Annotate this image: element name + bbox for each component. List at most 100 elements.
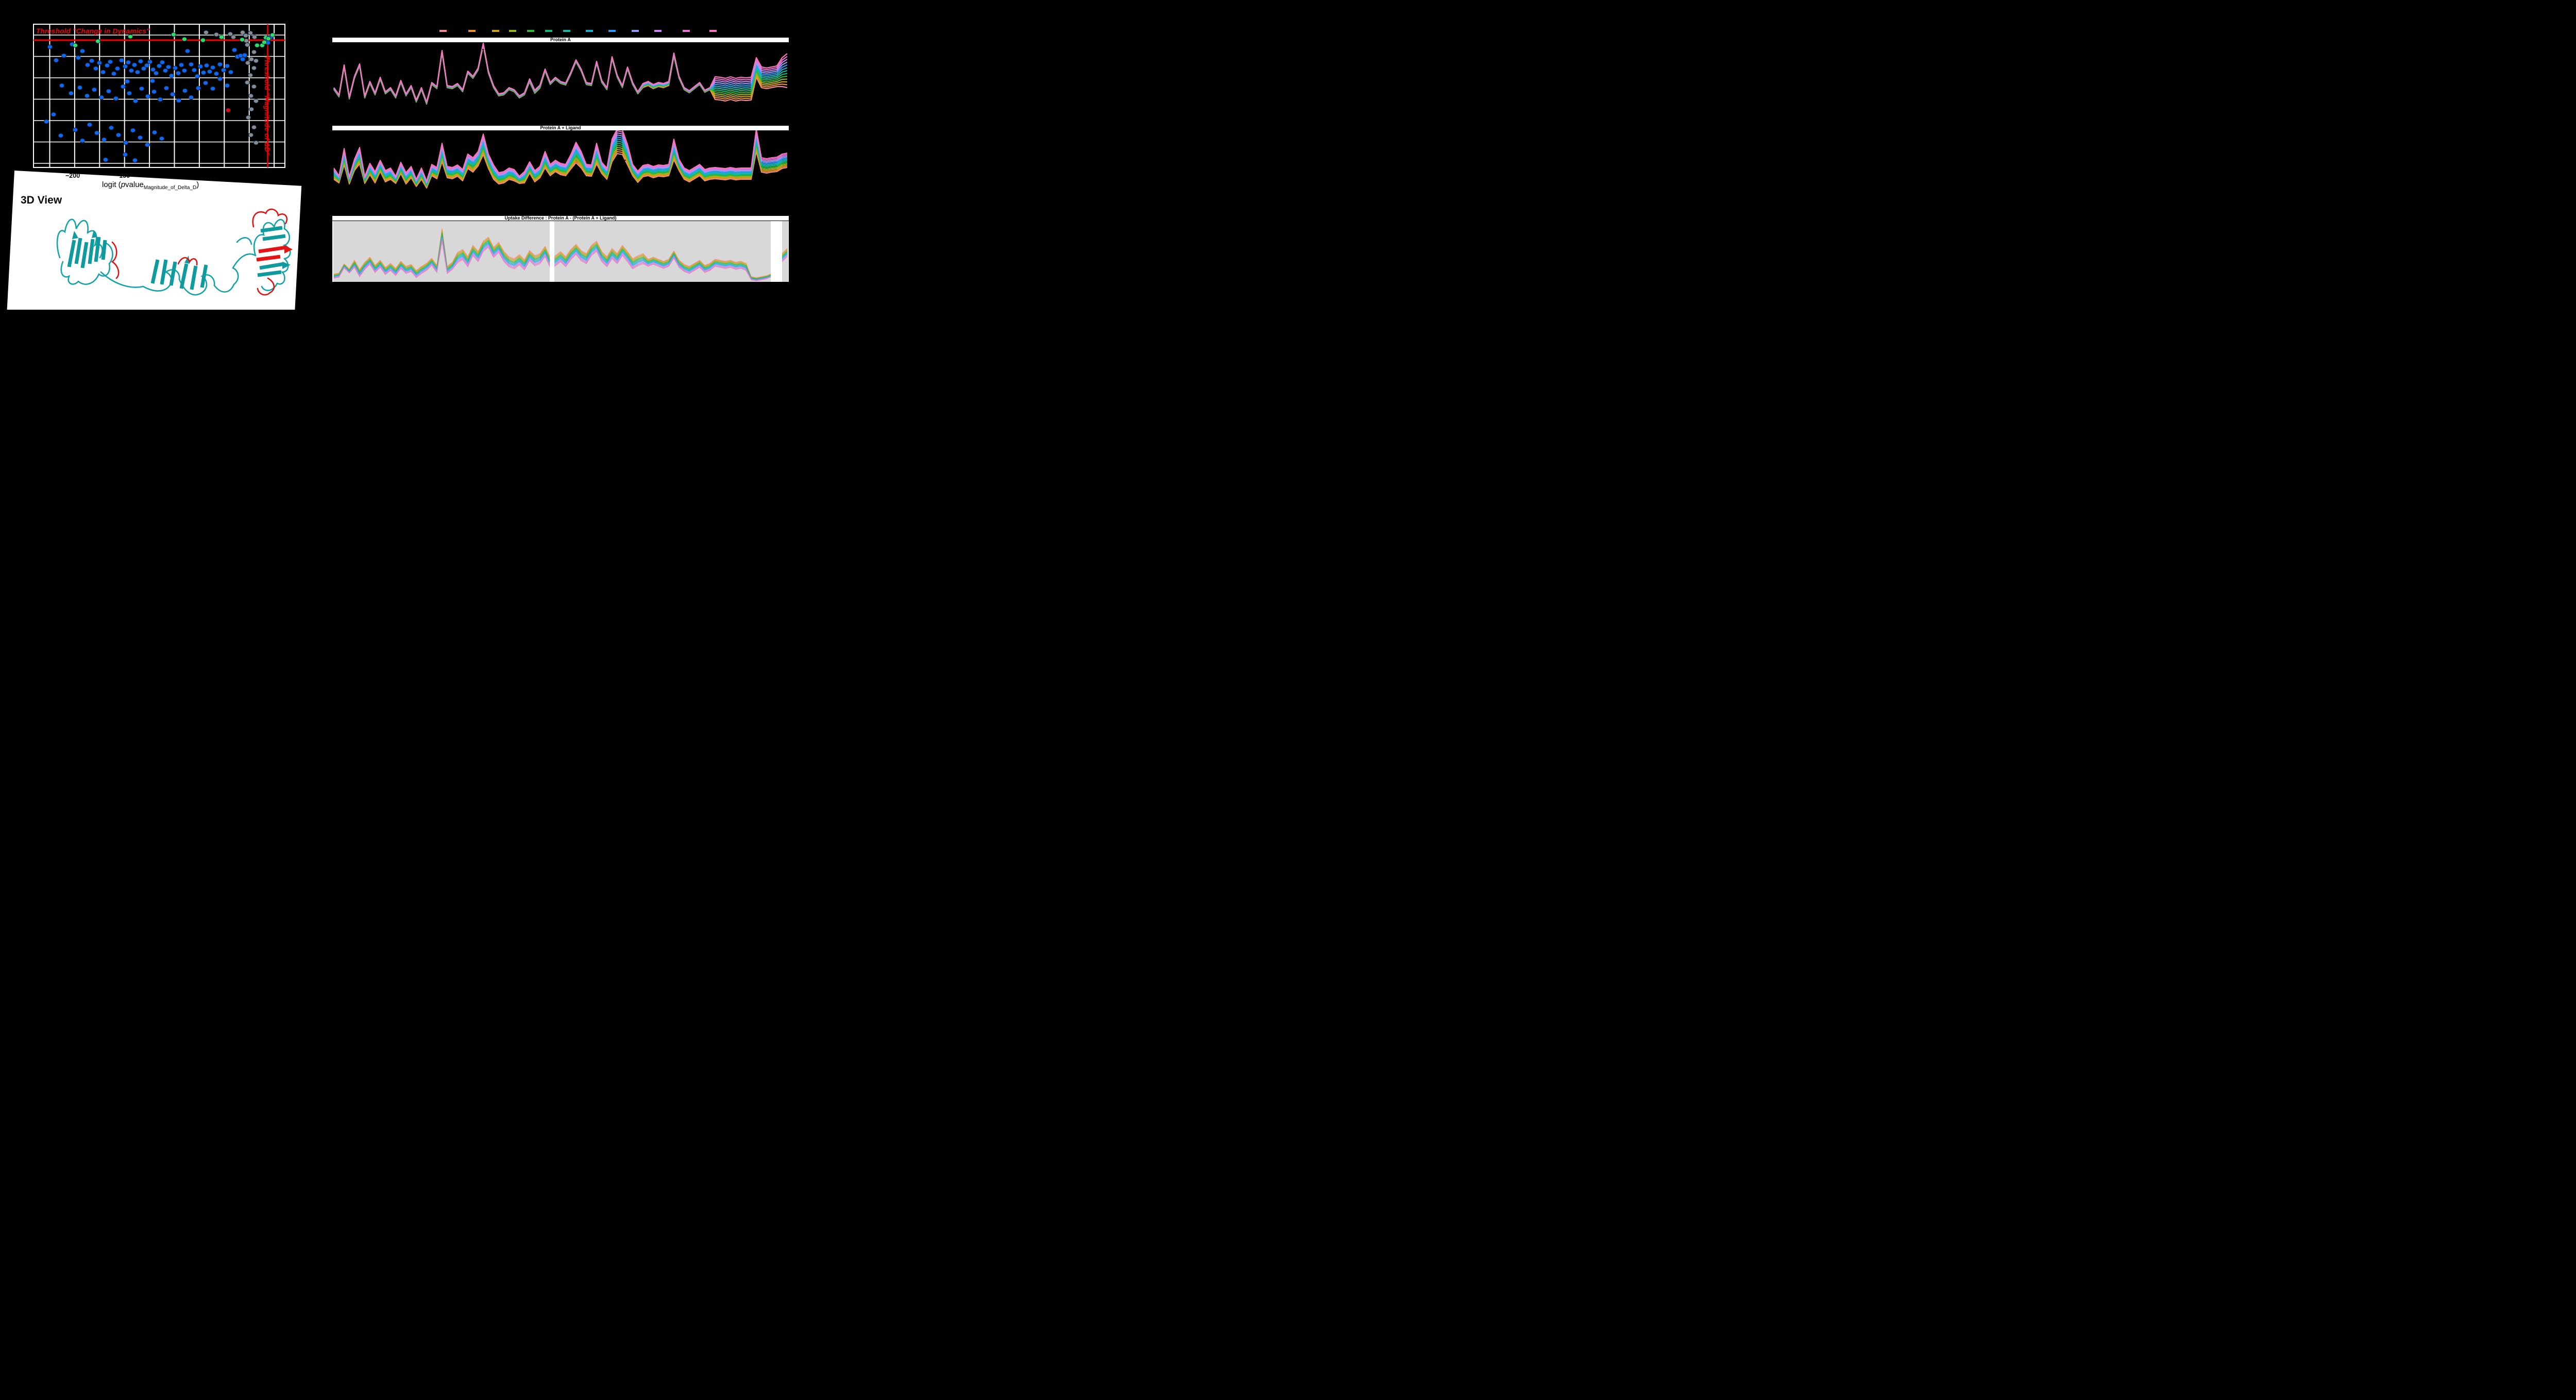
volcano-point-blue[interactable] — [122, 152, 128, 157]
volcano-point-blue[interactable] — [213, 71, 219, 76]
volcano-point-blue[interactable] — [114, 66, 121, 71]
volcano-point-blue[interactable] — [224, 63, 230, 69]
volcano-point-blue[interactable] — [43, 119, 49, 124]
volcano-point-gray[interactable] — [253, 58, 259, 63]
volcano-point-gray[interactable] — [203, 30, 209, 35]
volcano-point-blue[interactable] — [94, 130, 100, 136]
volcano-point-blue[interactable] — [107, 59, 113, 64]
volcano-point-blue[interactable] — [122, 64, 128, 69]
volcano-point-blue[interactable] — [224, 83, 230, 88]
volcano-point-blue[interactable] — [242, 53, 248, 58]
volcano-point-blue[interactable] — [163, 86, 170, 91]
volcano-point-blue[interactable] — [182, 88, 188, 93]
volcano-point-blue[interactable] — [207, 69, 213, 74]
volcano-point-gray[interactable] — [213, 32, 219, 37]
volcano-point-blue[interactable] — [118, 58, 125, 63]
volcano-point-blue[interactable] — [217, 76, 223, 81]
volcano-point-blue[interactable] — [150, 67, 156, 72]
volcano-point-blue[interactable] — [101, 137, 107, 142]
volcano-point-gray[interactable] — [245, 60, 251, 65]
volcano-point-blue[interactable] — [125, 60, 131, 65]
volcano-point-blue[interactable] — [231, 47, 238, 53]
volcano-point-blue[interactable] — [210, 86, 216, 91]
volcano-point-blue[interactable] — [194, 74, 200, 79]
volcano-point-blue[interactable] — [130, 128, 136, 133]
volcano-point-green[interactable] — [265, 36, 272, 41]
volcano-point-blue[interactable] — [104, 63, 110, 68]
volcano-point-green[interactable] — [254, 43, 260, 48]
volcano-point-gray[interactable] — [244, 42, 250, 47]
volcano-point-blue[interactable] — [123, 140, 129, 145]
volcano-point-blue[interactable] — [111, 71, 117, 76]
volcano-point-blue[interactable] — [144, 142, 150, 147]
volcano-point-green[interactable] — [269, 32, 276, 38]
volcano-point-red[interactable] — [225, 108, 231, 113]
volcano-point-blue[interactable] — [120, 84, 126, 89]
legend-swatch-3[interactable] — [492, 30, 499, 32]
volcano-point-gray[interactable] — [227, 31, 233, 37]
legend-swatch-12[interactable] — [683, 30, 690, 32]
volcano-point-blue[interactable] — [68, 91, 74, 96]
volcano-point-blue[interactable] — [170, 92, 176, 97]
legend-swatch-2[interactable] — [468, 30, 476, 32]
legend-swatch-8[interactable] — [586, 30, 593, 32]
volcano-point-blue[interactable] — [108, 125, 114, 130]
volcano-point-blue[interactable] — [202, 80, 209, 86]
volcano-point-blue[interactable] — [84, 93, 90, 98]
volcano-point-blue[interactable] — [50, 112, 57, 117]
volcano-point-blue[interactable] — [75, 55, 81, 60]
volcano-point-gray[interactable] — [248, 107, 255, 112]
volcano-point-blue[interactable] — [165, 64, 172, 70]
volcano-point-blue[interactable] — [176, 98, 182, 103]
volcano-point-blue[interactable] — [93, 66, 99, 71]
volcano-point-blue[interactable] — [138, 59, 144, 64]
volcano-point-blue[interactable] — [188, 95, 194, 100]
volcano-point-gray[interactable] — [247, 30, 253, 36]
volcano-point-gray[interactable] — [245, 115, 251, 120]
volcano-point-blue[interactable] — [79, 48, 86, 54]
volcano-point-blue[interactable] — [91, 87, 97, 92]
volcano-point-blue[interactable] — [58, 133, 64, 138]
volcano-point-blue[interactable] — [181, 68, 188, 73]
volcano-point-blue[interactable] — [204, 63, 210, 68]
volcano-point-blue[interactable] — [132, 98, 139, 104]
volcano-point-blue[interactable] — [103, 157, 109, 162]
volcano-point-blue[interactable] — [172, 65, 178, 71]
volcano-point-blue[interactable] — [61, 53, 67, 58]
volcano-point-blue[interactable] — [151, 89, 157, 94]
volcano-point-blue[interactable] — [175, 71, 181, 76]
volcano-point-blue[interactable] — [221, 68, 227, 73]
volcano-point-blue[interactable] — [184, 48, 191, 54]
volcano-point-blue[interactable] — [131, 62, 138, 68]
volcano-point-green[interactable] — [239, 37, 245, 42]
volcano-point-blue[interactable] — [132, 158, 138, 163]
volcano-point-blue[interactable] — [240, 57, 246, 62]
volcano-point-blue[interactable] — [79, 138, 86, 143]
volcano-point-gray[interactable] — [247, 73, 253, 78]
volcano-point-gray[interactable] — [244, 80, 250, 85]
volcano-point-blue[interactable] — [228, 70, 234, 75]
uptake-difference-plot[interactable] — [332, 221, 789, 282]
volcano-point-gray[interactable] — [251, 65, 257, 71]
volcano-point-blue[interactable] — [145, 94, 151, 99]
volcano-point-blue[interactable] — [151, 130, 158, 135]
legend-swatch-1[interactable] — [439, 30, 447, 32]
volcano-point-green[interactable] — [171, 32, 177, 37]
volcano-point-gray[interactable] — [230, 35, 236, 40]
volcano-point-gray[interactable] — [251, 84, 257, 89]
volcano-point-blue[interactable] — [77, 85, 83, 90]
volcano-point-blue[interactable] — [159, 136, 165, 141]
volcano-point-blue[interactable] — [188, 62, 194, 67]
volcano-point-blue[interactable] — [139, 86, 145, 91]
volcano-point-blue[interactable] — [126, 91, 132, 96]
volcano-point-blue[interactable] — [89, 58, 95, 63]
volcano-point-blue[interactable] — [162, 68, 168, 73]
volcano-point-blue[interactable] — [200, 70, 207, 75]
volcano-point-blue[interactable] — [124, 79, 130, 84]
uptake-plot-protein-a[interactable] — [332, 42, 789, 120]
volcano-point-blue[interactable] — [156, 63, 162, 69]
legend-swatch-11[interactable] — [654, 30, 662, 32]
volcano-point-gray[interactable] — [240, 30, 246, 35]
legend-swatch-13[interactable] — [709, 30, 717, 32]
volcano-point-blue[interactable] — [210, 65, 216, 70]
